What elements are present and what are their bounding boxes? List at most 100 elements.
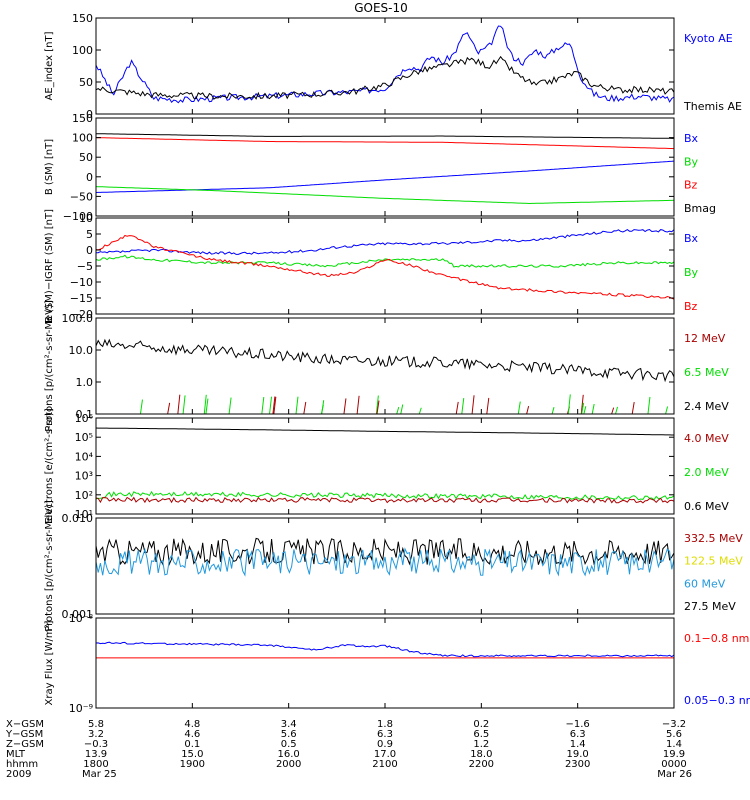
legend-item: 2.4 MeV bbox=[684, 400, 729, 413]
proton-spike bbox=[400, 404, 404, 415]
legend-item: Bx bbox=[684, 132, 699, 145]
y-tick-label: 150 bbox=[72, 112, 93, 125]
series-line-kyoto-ae bbox=[95, 25, 675, 104]
legend-item: By bbox=[684, 155, 699, 168]
x-row-value: 2300 bbox=[565, 759, 590, 770]
legend-item: 0.6 MeV bbox=[684, 500, 729, 513]
series-line-2-0-mev bbox=[95, 490, 675, 501]
x-row-value: 0.2 bbox=[473, 719, 489, 730]
x-row-label: hhmm bbox=[6, 759, 38, 770]
proton-spike bbox=[376, 400, 380, 415]
y-tick-label: 10¹ bbox=[75, 508, 93, 521]
x-row-value: 2000 bbox=[276, 759, 301, 770]
y-tick-label: 150 bbox=[72, 12, 93, 25]
y-tick-label: 0.001 bbox=[62, 608, 94, 621]
x-year: 2009 bbox=[6, 769, 31, 780]
series-line-by bbox=[95, 254, 675, 268]
panel-3: 0.1 1.0 10.0 100.0 Protons [p/(cm²-s-sr-MeV)… bbox=[44, 300, 729, 432]
y-axis-label: Protons [p/(cm²-s-sr-MeV)] bbox=[44, 500, 55, 632]
proton-spike bbox=[321, 400, 325, 415]
x-row-value: 17.0 bbox=[374, 749, 396, 760]
proton-spike bbox=[203, 394, 207, 415]
panel-frame bbox=[95, 217, 675, 315]
y-axis-label: Xray Flux [W/m²] bbox=[44, 620, 55, 705]
x-row-value: 1.8 bbox=[377, 719, 393, 730]
x-row-label: MLT bbox=[6, 749, 26, 760]
x-row-value: 1.4 bbox=[666, 739, 682, 750]
x-row-value: 0000 bbox=[661, 759, 686, 770]
proton-spike bbox=[567, 394, 571, 415]
series-line-bz bbox=[95, 137, 675, 150]
proton-spike bbox=[396, 406, 400, 415]
panel-5: 0.001 0.010 Protons [p/(cm²-s-sr-MeV)] 332.… bbox=[44, 500, 743, 632]
x-date-start: Mar 25 bbox=[82, 769, 117, 780]
y-tick-label: 5 bbox=[86, 228, 93, 241]
proton-spike bbox=[461, 398, 465, 415]
proton-spike bbox=[486, 397, 490, 415]
panel-frame bbox=[95, 17, 675, 115]
y-tick-label: 0 bbox=[86, 108, 93, 121]
legend-item: Themis AE bbox=[683, 100, 742, 113]
proton-spike bbox=[581, 402, 585, 415]
y-tick-label: 50 bbox=[79, 151, 93, 164]
x-row-value: 2200 bbox=[469, 759, 494, 770]
proton-spike bbox=[615, 406, 619, 415]
legend-item: 4.0 MeV bbox=[684, 432, 729, 445]
proton-spike bbox=[580, 394, 584, 415]
x-row-value: 15.0 bbox=[181, 749, 203, 760]
x-row-value: 5.8 bbox=[88, 719, 104, 730]
x-row-value: −0.3 bbox=[84, 739, 108, 750]
y-axis-label: AE_index [nT] bbox=[44, 31, 55, 100]
legend-item: Bz bbox=[684, 300, 698, 313]
proton-spike bbox=[343, 398, 347, 415]
series-line-bx bbox=[95, 160, 675, 193]
y-tick-label: 10.0 bbox=[69, 344, 94, 357]
legend-item: 332.5 MeV bbox=[684, 532, 743, 545]
x-row-value: 19.9 bbox=[663, 749, 685, 760]
series-line-bx bbox=[96, 228, 675, 255]
y-tick-label: 10⁴ bbox=[75, 450, 94, 463]
proton-spike bbox=[295, 396, 299, 415]
legend-item: 6.5 MeV bbox=[684, 366, 729, 379]
x-row-value: 16.0 bbox=[278, 749, 300, 760]
y-tick-label: 10⁶ bbox=[75, 412, 94, 425]
proton-spike bbox=[167, 402, 171, 415]
x-row-value: 1.2 bbox=[473, 739, 489, 750]
y-tick-label: −50 bbox=[70, 190, 93, 203]
x-row-value: 0.9 bbox=[377, 739, 393, 750]
x-row-value: 0.1 bbox=[184, 739, 200, 750]
proton-spike bbox=[647, 396, 651, 415]
proton-spike bbox=[356, 395, 360, 415]
legend-item: Kyoto AE bbox=[684, 32, 733, 45]
proton-spike bbox=[228, 397, 232, 415]
x-row-value: 6.3 bbox=[570, 729, 586, 740]
y-tick-label: −10 bbox=[70, 276, 93, 289]
x-row-label: X−GSM bbox=[6, 719, 44, 730]
y-tick-label: 50 bbox=[79, 76, 93, 89]
proton-spike bbox=[375, 395, 379, 415]
series-line-themis-ae bbox=[95, 55, 675, 100]
series-line-bmag bbox=[96, 133, 674, 139]
y-tick-label: −20 bbox=[70, 308, 93, 321]
proton-spike bbox=[583, 406, 587, 415]
y-axis-label: B (SM) [nT] bbox=[44, 139, 55, 195]
x-row-value: 5.6 bbox=[281, 729, 297, 740]
legend-item: By bbox=[684, 266, 699, 279]
proton-spike bbox=[139, 399, 143, 415]
proton-spike bbox=[591, 403, 595, 415]
x-row-value: 5.6 bbox=[666, 729, 682, 740]
x-row-value: 13.9 bbox=[85, 749, 107, 760]
x-row-value: −1.6 bbox=[566, 719, 590, 730]
legend-item: 2.0 MeV bbox=[684, 466, 729, 479]
series-line-0-05-0-3-nm bbox=[95, 641, 675, 658]
legend-item: 122.5 MeV bbox=[684, 555, 743, 568]
y-tick-label: 10⁵ bbox=[75, 431, 93, 444]
series-line-27-5-mev bbox=[95, 537, 675, 566]
x-row-value: 6.3 bbox=[377, 729, 393, 740]
y-tick-label: 10⁻⁹ bbox=[69, 702, 93, 715]
x-row-value: 4.8 bbox=[184, 719, 200, 730]
panel-0: 0 50 100 150 AE_index [nT] Kyoto AE Themis AE bbox=[44, 12, 742, 121]
series-line-0-6-mev bbox=[95, 427, 674, 436]
